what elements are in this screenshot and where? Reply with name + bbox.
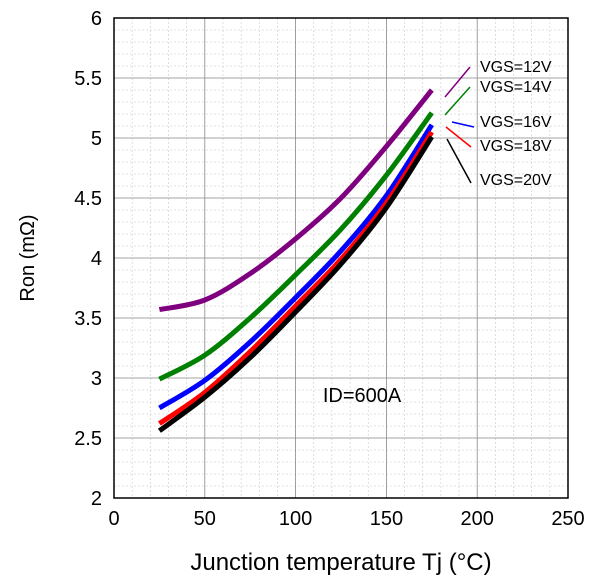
series-line-vgs-12v	[158, 88, 434, 313]
x-tick-label: 50	[194, 508, 216, 530]
y-tick-label: 6	[91, 8, 102, 30]
x-tick-label: 100	[279, 508, 312, 530]
series-line-vgs-16v	[158, 123, 434, 411]
series-labels: VGS=12V VGS=14V VGS=16V VGS=18V VGS=20V	[444, 59, 552, 189]
label-leader-vgs-18v	[445, 126, 472, 148]
y-tick-label: 2	[91, 488, 102, 510]
series-label-vgs-14v: VGS=14V	[480, 79, 552, 96]
x-tick-label: 150	[370, 508, 403, 530]
label-leader-vgs-14v	[444, 86, 471, 116]
series-line-vgs-18v	[157, 130, 434, 426]
series-label-vgs-18v: VGS=18V	[480, 138, 552, 155]
y-tick-label: 3	[91, 368, 102, 390]
y-tick-label: 4.5	[74, 188, 102, 210]
series-label-vgs-16v: VGS=16V	[480, 114, 552, 131]
series-label-vgs-20v: VGS=20V	[480, 172, 552, 189]
y-tick-label: 2.5	[74, 428, 102, 450]
series-layer	[157, 88, 434, 433]
x-axis-ticks: 0 50 100 150 200 250	[108, 508, 584, 530]
y-tick-label: 5	[91, 128, 102, 150]
y-axis-label: Ron (mΩ)	[17, 214, 39, 301]
series-line-vgs-14v	[158, 111, 434, 382]
label-leader-vgs-16v	[451, 121, 475, 128]
plot-area-frame	[113, 17, 569, 499]
x-tick-label: 0	[108, 508, 119, 530]
x-axis-label: Junction temperature Tj (°C)	[190, 549, 491, 576]
x-tick-label: 250	[551, 508, 584, 530]
label-leader-vgs-12v	[444, 66, 471, 98]
series-line-vgs-20v	[157, 135, 434, 433]
y-tick-label: 5.5	[74, 68, 102, 90]
y-axis-ticks: 2 2.5 3 3.5 4 4.5 5 5.5 6	[74, 8, 102, 510]
y-tick-label: 3.5	[74, 308, 102, 330]
y-tick-label: 4	[91, 248, 102, 270]
x-tick-label: 200	[461, 508, 494, 530]
condition-annotation: ID=600A	[323, 385, 402, 407]
label-leader-vgs-20v	[446, 138, 472, 184]
series-label-vgs-12v: VGS=12V	[480, 59, 552, 76]
